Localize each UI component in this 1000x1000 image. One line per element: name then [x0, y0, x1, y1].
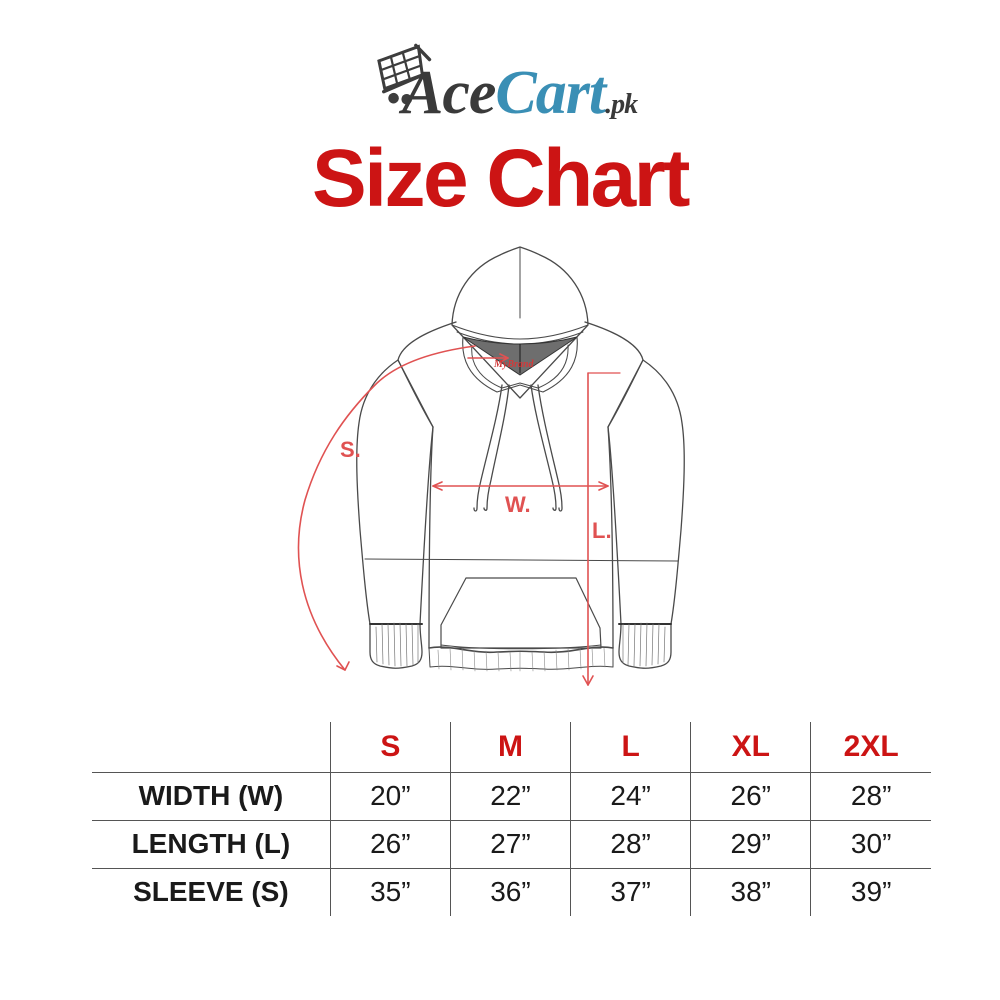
svg-text:S.: S.	[340, 437, 361, 462]
svg-text:MyBrand: MyBrand	[493, 359, 534, 370]
svg-text:L.: L.	[592, 518, 612, 543]
svg-text:W.: W.	[505, 492, 531, 517]
